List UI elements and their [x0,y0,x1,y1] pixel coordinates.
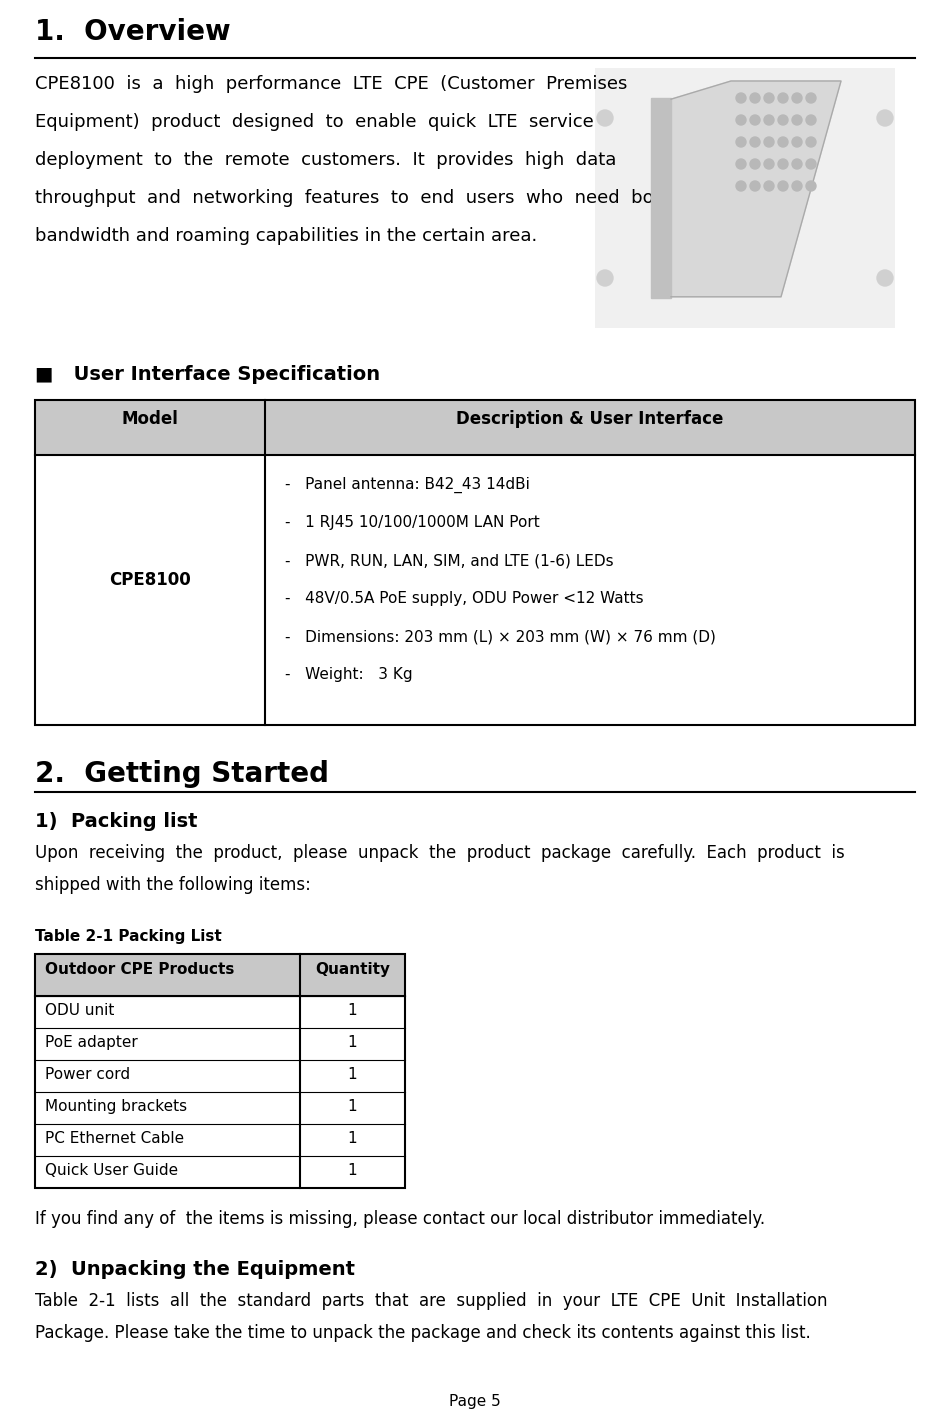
Text: Package. Please take the time to unpack the package and check its contents again: Package. Please take the time to unpack … [35,1324,810,1342]
Circle shape [736,92,746,102]
Text: Equipment)  product  designed  to  enable  quick  LTE  service: Equipment) product designed to enable qu… [35,112,594,131]
Circle shape [736,137,746,146]
Bar [35,1028,405,1059]
Text: 2.  Getting Started: 2. Getting Started [35,759,329,788]
Text: PoE adapter: PoE adapter [45,1035,138,1049]
Circle shape [806,137,816,146]
Text: 1)  Packing list: 1) Packing list [35,812,198,830]
Text: Table 2-1 Packing List: Table 2-1 Packing List [35,929,221,944]
Text: PC Ethernet Cable: PC Ethernet Cable [45,1130,184,1146]
Text: Quantity: Quantity [315,963,390,977]
Text: 1: 1 [348,1163,357,1177]
Circle shape [778,181,788,191]
Circle shape [764,115,774,125]
Circle shape [792,137,802,146]
Text: Page 5: Page 5 [449,1394,501,1409]
Circle shape [792,181,802,191]
Polygon shape [671,81,841,297]
Circle shape [806,159,816,169]
Text: -   Panel antenna: B42_43 14dBi: - Panel antenna: B42_43 14dBi [285,476,530,493]
Bar [35,455,915,725]
Circle shape [806,92,816,102]
Text: 1: 1 [348,1066,357,1082]
Circle shape [597,270,613,286]
Circle shape [750,181,760,191]
Text: bandwidth and roaming capabilities in the certain area.: bandwidth and roaming capabilities in th… [35,228,538,245]
Text: 1: 1 [348,1003,357,1018]
Circle shape [764,181,774,191]
Text: Quick User Guide: Quick User Guide [45,1163,179,1177]
Text: 1.  Overview: 1. Overview [35,18,231,46]
Circle shape [736,115,746,125]
Bar [35,1059,405,1092]
Bar [35,954,405,995]
Text: CPE8100  is  a  high  performance  LTE  CPE  (Customer  Premises: CPE8100 is a high performance LTE CPE (C… [35,75,627,92]
Text: -   PWR, RUN, LAN, SIM, and LTE (1-6) LEDs: - PWR, RUN, LAN, SIM, and LTE (1-6) LEDs [285,553,614,567]
Circle shape [778,115,788,125]
Text: Upon  receiving  the  product,  please  unpack  the  product  package  carefully: Upon receiving the product, please unpac… [35,845,845,862]
Circle shape [597,109,613,127]
Circle shape [806,115,816,125]
Circle shape [778,159,788,169]
Text: throughput  and  networking  features  to  end  users  who  need  both: throughput and networking features to en… [35,189,672,208]
Text: 1: 1 [348,1099,357,1113]
Circle shape [877,109,893,127]
Text: Mounting brackets: Mounting brackets [45,1099,187,1113]
Circle shape [792,159,802,169]
Circle shape [736,181,746,191]
Circle shape [750,137,760,146]
Circle shape [764,159,774,169]
Text: Description & User Interface: Description & User Interface [456,410,724,428]
Text: -   Dimensions: 203 mm (L) × 203 mm (W) × 76 mm (D): - Dimensions: 203 mm (L) × 203 mm (W) × … [285,629,716,644]
Circle shape [778,92,788,102]
Text: deployment  to  the  remote  customers.  It  provides  high  data: deployment to the remote customers. It p… [35,151,617,169]
Text: -   Weight:   3 Kg: - Weight: 3 Kg [285,667,412,683]
Bar [35,995,405,1028]
Text: Model: Model [122,410,179,428]
Text: ■   User Interface Specification: ■ User Interface Specification [35,365,380,384]
Circle shape [806,181,816,191]
Circle shape [764,137,774,146]
Bar [595,68,895,328]
Circle shape [750,115,760,125]
Text: -   1 RJ45 10/100/1000M LAN Port: - 1 RJ45 10/100/1000M LAN Port [285,515,540,530]
Bar [35,400,915,725]
Text: 2)  Unpacking the Equipment: 2) Unpacking the Equipment [35,1260,355,1278]
Text: -   48V/0.5A PoE supply, ODU Power <12 Watts: - 48V/0.5A PoE supply, ODU Power <12 Wat… [285,592,644,606]
Circle shape [750,92,760,102]
Text: ODU unit: ODU unit [45,1003,114,1018]
Circle shape [736,159,746,169]
Text: 1: 1 [348,1130,357,1146]
Text: Table  2-1  lists  all  the  standard  parts  that  are  supplied  in  your  LTE: Table 2-1 lists all the standard parts t… [35,1293,827,1310]
Bar [35,1092,405,1123]
Circle shape [764,92,774,102]
Bar [35,400,915,455]
Text: If you find any of  the items is missing, please contact our local distributor i: If you find any of the items is missing,… [35,1210,765,1229]
Bar [35,1123,405,1156]
Text: 1: 1 [348,1035,357,1049]
Circle shape [792,92,802,102]
Text: shipped with the following items:: shipped with the following items: [35,876,311,894]
Bar [35,954,405,1187]
Circle shape [877,270,893,286]
Bar [35,1156,405,1187]
Text: Power cord: Power cord [45,1066,130,1082]
Circle shape [750,159,760,169]
Text: Outdoor CPE Products: Outdoor CPE Products [45,963,235,977]
Polygon shape [651,98,671,299]
Circle shape [778,137,788,146]
Circle shape [792,115,802,125]
Text: CPE8100: CPE8100 [109,572,191,589]
